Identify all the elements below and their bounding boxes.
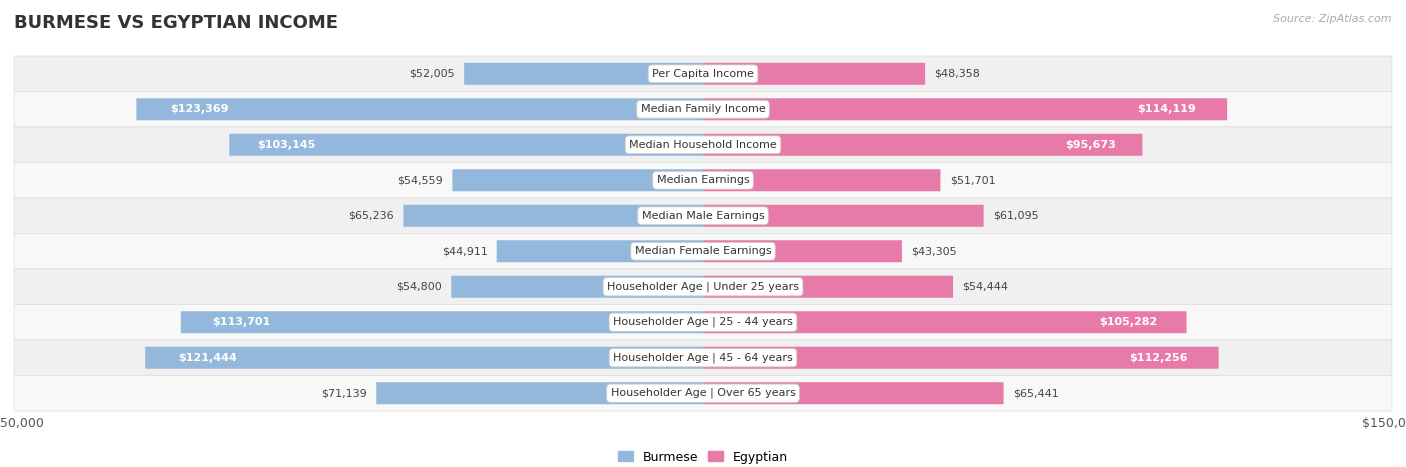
FancyBboxPatch shape bbox=[453, 169, 703, 191]
FancyBboxPatch shape bbox=[136, 98, 703, 120]
FancyBboxPatch shape bbox=[464, 63, 703, 85]
Text: Median Family Income: Median Family Income bbox=[641, 104, 765, 114]
Text: BURMESE VS EGYPTIAN INCOME: BURMESE VS EGYPTIAN INCOME bbox=[14, 14, 337, 32]
Legend: Burmese, Egyptian: Burmese, Egyptian bbox=[613, 446, 793, 467]
Text: $71,139: $71,139 bbox=[322, 388, 367, 398]
FancyBboxPatch shape bbox=[404, 205, 703, 227]
FancyBboxPatch shape bbox=[14, 127, 1392, 163]
Text: $121,444: $121,444 bbox=[179, 353, 238, 363]
FancyBboxPatch shape bbox=[14, 56, 1392, 92]
Text: Source: ZipAtlas.com: Source: ZipAtlas.com bbox=[1274, 14, 1392, 24]
Text: $54,444: $54,444 bbox=[962, 282, 1008, 292]
FancyBboxPatch shape bbox=[703, 240, 901, 262]
FancyBboxPatch shape bbox=[703, 169, 941, 191]
FancyBboxPatch shape bbox=[703, 276, 953, 298]
Text: $48,358: $48,358 bbox=[935, 69, 980, 79]
Text: $123,369: $123,369 bbox=[170, 104, 229, 114]
FancyBboxPatch shape bbox=[14, 234, 1392, 269]
FancyBboxPatch shape bbox=[377, 382, 703, 404]
Text: $54,800: $54,800 bbox=[396, 282, 441, 292]
FancyBboxPatch shape bbox=[181, 311, 703, 333]
Text: $112,256: $112,256 bbox=[1129, 353, 1188, 363]
Text: $61,095: $61,095 bbox=[993, 211, 1039, 221]
FancyBboxPatch shape bbox=[14, 92, 1392, 127]
Text: $65,441: $65,441 bbox=[1012, 388, 1059, 398]
Text: Householder Age | Over 65 years: Householder Age | Over 65 years bbox=[610, 388, 796, 398]
FancyBboxPatch shape bbox=[703, 205, 984, 227]
Text: $113,701: $113,701 bbox=[212, 317, 270, 327]
Text: $95,673: $95,673 bbox=[1066, 140, 1116, 150]
FancyBboxPatch shape bbox=[145, 347, 703, 369]
Text: $51,701: $51,701 bbox=[949, 175, 995, 185]
FancyBboxPatch shape bbox=[14, 375, 1392, 411]
Text: $43,305: $43,305 bbox=[911, 246, 956, 256]
Text: Median Household Income: Median Household Income bbox=[628, 140, 778, 150]
Text: $52,005: $52,005 bbox=[409, 69, 456, 79]
FancyBboxPatch shape bbox=[703, 382, 1004, 404]
Text: Householder Age | 25 - 44 years: Householder Age | 25 - 44 years bbox=[613, 317, 793, 327]
Text: $44,911: $44,911 bbox=[441, 246, 488, 256]
Text: Median Male Earnings: Median Male Earnings bbox=[641, 211, 765, 221]
Text: Median Female Earnings: Median Female Earnings bbox=[634, 246, 772, 256]
FancyBboxPatch shape bbox=[229, 134, 703, 156]
Text: Per Capita Income: Per Capita Income bbox=[652, 69, 754, 79]
Text: $114,119: $114,119 bbox=[1137, 104, 1195, 114]
FancyBboxPatch shape bbox=[14, 269, 1392, 304]
FancyBboxPatch shape bbox=[451, 276, 703, 298]
Text: Householder Age | 45 - 64 years: Householder Age | 45 - 64 years bbox=[613, 353, 793, 363]
FancyBboxPatch shape bbox=[703, 63, 925, 85]
FancyBboxPatch shape bbox=[703, 347, 1219, 369]
FancyBboxPatch shape bbox=[703, 311, 1187, 333]
FancyBboxPatch shape bbox=[14, 163, 1392, 198]
FancyBboxPatch shape bbox=[496, 240, 703, 262]
FancyBboxPatch shape bbox=[703, 98, 1227, 120]
FancyBboxPatch shape bbox=[14, 198, 1392, 234]
FancyBboxPatch shape bbox=[14, 304, 1392, 340]
Text: Median Earnings: Median Earnings bbox=[657, 175, 749, 185]
FancyBboxPatch shape bbox=[703, 134, 1143, 156]
FancyBboxPatch shape bbox=[14, 340, 1392, 375]
Text: $103,145: $103,145 bbox=[257, 140, 316, 150]
Text: $105,282: $105,282 bbox=[1099, 317, 1157, 327]
Text: $65,236: $65,236 bbox=[349, 211, 394, 221]
Text: $54,559: $54,559 bbox=[398, 175, 443, 185]
Text: Householder Age | Under 25 years: Householder Age | Under 25 years bbox=[607, 282, 799, 292]
